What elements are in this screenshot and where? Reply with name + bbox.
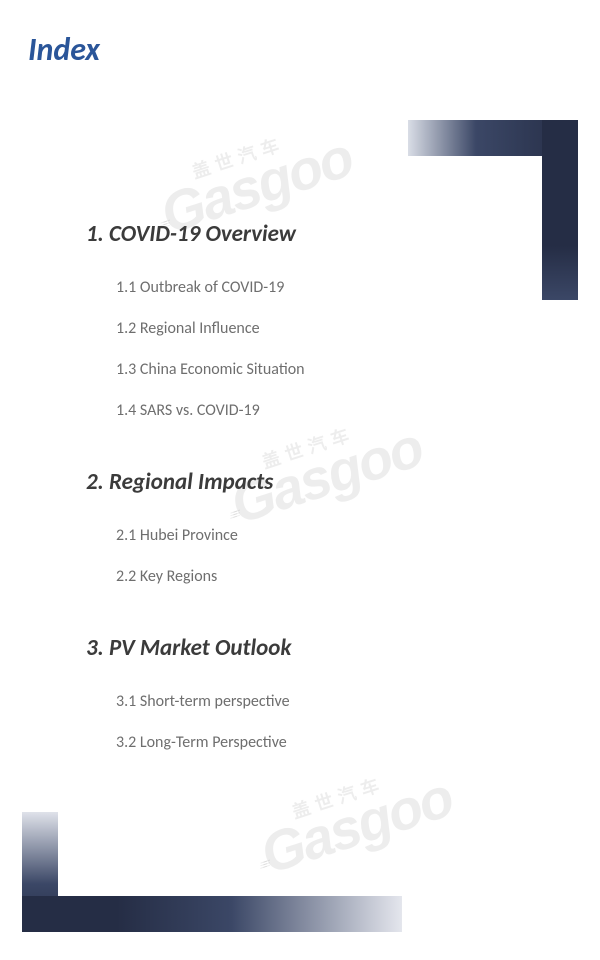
index-section: 1. COVID-19 Overview 1.1 Outbreak of COV… (86, 220, 540, 420)
index-section: 3. PV Market Outlook 3.1 Short-term pers… (86, 634, 540, 752)
section-item: 2.1 Hubei Province (116, 526, 540, 545)
index-section: 2. Regional Impacts 2.1 Hubei Province 2… (86, 468, 540, 586)
section-item: 1.2 Regional Influence (116, 319, 540, 338)
section-item: 3.1 Short-term perspective (116, 692, 540, 711)
index-content: 1. COVID-19 Overview 1.1 Outbreak of COV… (86, 220, 540, 800)
corner-decoration-bottom-left (22, 812, 402, 932)
section-heading: 1. COVID-19 Overview (86, 220, 540, 248)
page-title: Index (28, 30, 100, 69)
section-item: 2.2 Key Regions (116, 567, 540, 586)
section-item: 3.2 Long-Term Perspective (116, 733, 540, 752)
section-item: 1.1 Outbreak of COVID-19 (116, 278, 540, 297)
section-heading: 3. PV Market Outlook (86, 634, 540, 662)
section-item: 1.3 China Economic Situation (116, 360, 540, 379)
section-item: 1.4 SARS vs. COVID-19 (116, 401, 540, 420)
section-heading: 2. Regional Impacts (86, 468, 540, 496)
